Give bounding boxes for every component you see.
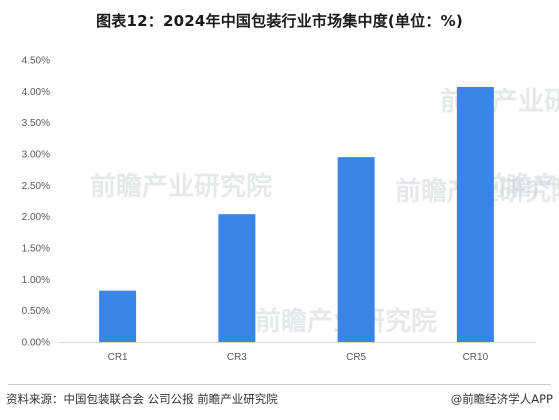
source-note: 资料来源：中国包装联合会 公司公报 前瞻产业研究院 [6, 392, 278, 406]
x-tick-label-cr10: CR10 [463, 352, 489, 363]
y-tick-label: 4.00% [22, 87, 50, 98]
bar-cr3 [218, 214, 256, 342]
watermark-text: 前瞻产业研究院 [90, 171, 272, 202]
x-tick-label-cr3: CR3 [227, 352, 247, 363]
x-tick-label-cr1: CR1 [108, 352, 128, 363]
y-tick-label: 4.50% [22, 56, 50, 67]
chart-title: 图表12：2024年中国包装行业市场集中度(单位：%) [96, 12, 463, 30]
y-tick-label: 2.50% [22, 181, 50, 192]
credit-note: @前瞻经济学人APP [450, 392, 553, 406]
bar-cr10 [456, 86, 494, 343]
y-tick-label: 3.50% [22, 118, 50, 129]
y-tick-label: 1.00% [22, 275, 50, 286]
footer-divider [8, 384, 551, 385]
x-tick-label-cr5: CR5 [346, 352, 366, 363]
bar-cr1 [99, 290, 137, 342]
y-tick-label: 2.00% [22, 212, 50, 223]
y-tick-label: 1.50% [22, 244, 50, 255]
bars [99, 86, 494, 343]
x-axis-labels: CR1 CR3 CR5 CR10 [108, 352, 489, 363]
y-axis-ticks: 0.00% 0.50% 1.00% 1.50% 2.00% 2.50% 3.00% 3.50%… [22, 56, 50, 349]
y-tick-label: 3.00% [22, 150, 50, 161]
y-tick-label: 0.50% [22, 306, 50, 317]
bar-cr5 [337, 157, 375, 342]
y-tick-label: 0.00% [22, 338, 50, 349]
